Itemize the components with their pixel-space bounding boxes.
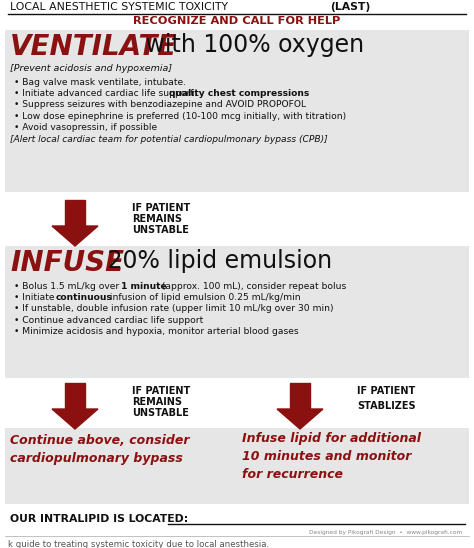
Text: LOCAL ANESTHETIC SYSTEMIC TOXICITY: LOCAL ANESTHETIC SYSTEMIC TOXICITY: [10, 2, 231, 12]
Text: • Bolus 1.5 mL/kg over: • Bolus 1.5 mL/kg over: [14, 282, 122, 291]
Text: 10 minutes and monitor: 10 minutes and monitor: [242, 450, 411, 463]
FancyBboxPatch shape: [5, 428, 469, 504]
Text: for recurrence: for recurrence: [242, 468, 343, 481]
FancyBboxPatch shape: [5, 30, 469, 192]
Text: OUR INTRALIPID IS LOCATED:: OUR INTRALIPID IS LOCATED:: [10, 514, 188, 524]
Text: UNSTABLE: UNSTABLE: [132, 408, 189, 418]
Polygon shape: [290, 383, 310, 409]
Polygon shape: [64, 200, 85, 226]
Text: Continue above, consider: Continue above, consider: [10, 434, 190, 447]
Text: infusion of lipid emulsion 0.25 mL/kg/min: infusion of lipid emulsion 0.25 mL/kg/mi…: [107, 293, 301, 302]
Polygon shape: [52, 226, 98, 246]
Text: • Bag valve mask ventilate, intubate.: • Bag valve mask ventilate, intubate.: [14, 78, 186, 87]
FancyBboxPatch shape: [5, 246, 469, 378]
Text: VENTILATE: VENTILATE: [10, 33, 177, 61]
Text: • Avoid vasopressin, if possible: • Avoid vasopressin, if possible: [14, 123, 157, 132]
Text: (LAST): (LAST): [330, 2, 370, 12]
Polygon shape: [52, 409, 98, 429]
Text: IF PATIENT: IF PATIENT: [357, 386, 415, 396]
Text: 20% lipid emulsion: 20% lipid emulsion: [100, 249, 332, 273]
Text: 1 minute: 1 minute: [121, 282, 167, 291]
Text: continuous: continuous: [56, 293, 113, 302]
Text: • Suppress seizures with benzodiazepine and AVOID PROPOFOL: • Suppress seizures with benzodiazepine …: [14, 100, 306, 110]
Text: INFUSE: INFUSE: [10, 249, 124, 277]
Text: IF PATIENT: IF PATIENT: [132, 203, 190, 213]
Text: k guide to treating systemic toxicity due to local anesthesia.: k guide to treating systemic toxicity du…: [8, 540, 269, 548]
Text: Designed by Pikografi Design  •  www.pikografi.com: Designed by Pikografi Design • www.pikog…: [309, 530, 462, 535]
Text: • Minimize acidosis and hypoxia, monitor arterial blood gases: • Minimize acidosis and hypoxia, monitor…: [14, 327, 299, 336]
Text: with 100% oxygen: with 100% oxygen: [138, 33, 364, 57]
Polygon shape: [64, 383, 85, 409]
Text: Infuse lipid for additional: Infuse lipid for additional: [242, 432, 421, 445]
Polygon shape: [277, 409, 323, 429]
Text: RECOGNIZE AND CALL FOR HELP: RECOGNIZE AND CALL FOR HELP: [133, 16, 341, 26]
Text: [Alert local cardiac team for potential cardiopulmonary bypass (CPB)]: [Alert local cardiac team for potential …: [10, 135, 328, 144]
Text: [Prevent acidosis and hypoxemia]: [Prevent acidosis and hypoxemia]: [10, 64, 172, 73]
Text: IF PATIENT: IF PATIENT: [132, 386, 190, 396]
Text: • Low dose epinephrine is preferred (10-100 mcg initially, with titration): • Low dose epinephrine is preferred (10-…: [14, 112, 346, 121]
Text: quality chest compressions: quality chest compressions: [169, 89, 309, 98]
Text: UNSTABLE: UNSTABLE: [132, 225, 189, 235]
Text: • Initiate: • Initiate: [14, 293, 57, 302]
Text: (approx. 100 mL), consider repeat bolus: (approx. 100 mL), consider repeat bolus: [159, 282, 346, 291]
Text: STABLIZES: STABLIZES: [357, 401, 416, 411]
Text: REMAINS: REMAINS: [132, 214, 182, 224]
Text: • Initiate advanced cardiac life support:: • Initiate advanced cardiac life support…: [14, 89, 200, 98]
Text: • Continue advanced cardiac life support: • Continue advanced cardiac life support: [14, 316, 203, 324]
Text: REMAINS: REMAINS: [132, 397, 182, 407]
Text: cardiopulmonary bypass: cardiopulmonary bypass: [10, 452, 183, 465]
Text: • If unstable, double infusion rate (upper limit 10 mL/kg over 30 min): • If unstable, double infusion rate (upp…: [14, 304, 334, 313]
